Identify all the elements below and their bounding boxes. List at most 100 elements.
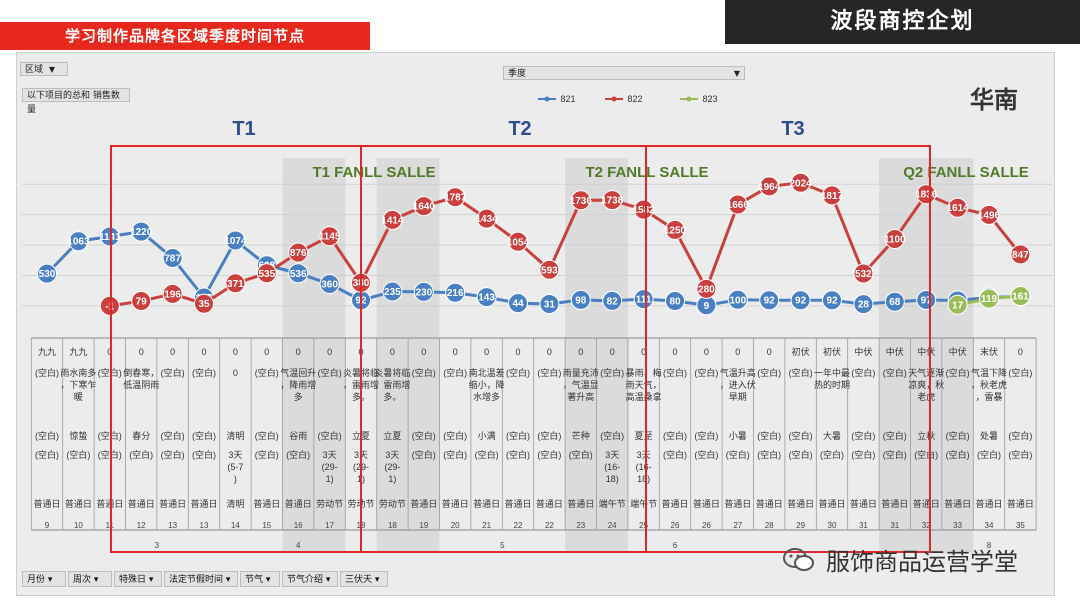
data-label: 1666 (727, 200, 750, 211)
cell-holiday-days: (空白) (946, 449, 970, 460)
data-label: 1836 (915, 190, 938, 201)
cell-holiday-days: 3天 (605, 450, 619, 460)
region-title: 华南 (970, 86, 1018, 114)
cell-weather: (空白) (694, 367, 718, 378)
cell-solar-term: (空白) (255, 430, 279, 441)
data-label: 280 (698, 284, 715, 295)
sum-field-label: 以下项目的总和 销售数量 (27, 91, 120, 115)
data-point (633, 199, 654, 220)
cell-holiday-days: 18) (637, 474, 650, 484)
dropdown-arrow-icon: ▾ (372, 575, 380, 585)
cell-weather: (空白) (946, 367, 970, 378)
cell-solar-term: 惊蛰 (69, 430, 87, 441)
data-point (602, 190, 623, 211)
cell-week-tag: 0 (201, 347, 206, 357)
data-label: 28 (858, 300, 870, 311)
data-label: 17 (952, 300, 964, 311)
brand-banner: 波段商控企划 (725, 0, 1080, 44)
field-button-label: 月份 (27, 575, 46, 585)
cell-week-tag: 0 (547, 347, 552, 357)
season-filter-label: 季度 (508, 69, 527, 79)
field-button-label: 节气 (245, 575, 264, 585)
phase-label: T1 (232, 118, 255, 140)
cell-week-tag: 0 (296, 347, 301, 357)
cell-day-type: 普通日 (190, 498, 217, 509)
cell-weather: (空白) (318, 367, 342, 378)
cell-weather: (空白) (851, 367, 875, 378)
cell-week-tag: 0 (1018, 347, 1023, 357)
cell-week-tag: 0 (484, 347, 489, 357)
field-button[interactable]: 法定节假时间 ▾ (164, 571, 238, 587)
cell-holiday-days: 1) (388, 474, 396, 484)
x-tick-label: 13 (200, 521, 209, 530)
cell-holiday-days: (空白) (98, 449, 122, 460)
cell-weather: 一年中最 (814, 367, 850, 378)
cell-week-tag: 0 (107, 347, 112, 357)
cell-solar-term: (空白) (537, 430, 561, 441)
data-point (790, 172, 811, 193)
x-tick-label: 29 (796, 521, 805, 530)
data-label: 68 (889, 297, 901, 308)
cell-weather: 热的时期 (814, 379, 850, 390)
cell-day-type: 普通日 (1007, 498, 1034, 509)
field-button[interactable]: 节气介绍 ▾ (282, 571, 338, 587)
cell-day-type: 端午节 (599, 498, 626, 509)
x-tick-label: 17 (325, 521, 334, 530)
cell-day-type: 普通日 (253, 498, 280, 509)
cell-week-tag: 0 (610, 347, 615, 357)
cell-week-tag: 0 (139, 347, 144, 357)
field-button[interactable]: 节气 ▾ (240, 571, 280, 587)
field-button[interactable]: 特殊日 ▾ (114, 571, 162, 587)
data-point (979, 204, 999, 225)
cell-holiday-days: (空白) (1008, 449, 1032, 460)
cell-weather: (空白) (883, 367, 907, 378)
data-label: 1434 (475, 214, 498, 225)
cell-day-type: 普通日 (504, 498, 531, 509)
cell-day-type: 普通日 (975, 498, 1002, 509)
filter-icon: ▼ (733, 69, 740, 78)
cell-week-tag: 中伏 (949, 346, 967, 357)
x-tick-label: 21 (482, 521, 491, 530)
field-button[interactable]: 周次 ▾ (68, 571, 112, 587)
cell-solar-term: (空白) (161, 430, 185, 441)
cell-solar-term: 谷雨 (289, 431, 307, 441)
x-tick-label: 14 (231, 521, 240, 530)
x-tick-label: 33 (953, 521, 962, 530)
cell-holiday-days: (空白) (757, 449, 781, 460)
cell-holiday-days: (空白) (35, 449, 59, 460)
x-tick-label: 22 (545, 521, 554, 530)
cell-week-tag: 0 (421, 347, 426, 357)
data-point (131, 291, 152, 312)
legend-marker (611, 96, 617, 102)
band-label: Q2 FANLL SALLE (903, 164, 1029, 181)
cell-solar-term: 处暑 (980, 430, 998, 441)
data-label: 235 (384, 287, 401, 298)
data-point (413, 281, 434, 302)
x-tick-label: 24 (608, 521, 617, 530)
data-point (727, 289, 748, 310)
footer-brand: 服饰商品运营学堂 (826, 548, 1018, 576)
data-point (162, 283, 183, 304)
dropdown-arrow-icon: ▾ (323, 575, 331, 585)
sum-field-button[interactable]: 以下项目的总和 销售数量 (22, 88, 130, 115)
field-button[interactable]: 月份 ▾ (22, 571, 66, 587)
data-label: 82 (607, 296, 619, 307)
field-button[interactable]: 三伏天 ▾ (340, 571, 388, 587)
data-label: 98 (575, 295, 587, 306)
cell-day-type: 普通日 (285, 498, 312, 509)
cell-weather: 雨量充沛 (563, 367, 599, 378)
data-point (947, 197, 968, 218)
cell-weather: 暴雨、梅 (626, 367, 662, 378)
data-point (665, 219, 685, 240)
data-label: 9 (704, 301, 710, 312)
region-filter[interactable]: 区域 ▼ (20, 62, 68, 76)
cell-weather: (空白) (255, 367, 279, 378)
season-filter[interactable]: 季度 ▼ (503, 66, 745, 80)
cell-weather: 缩小，降 (469, 379, 505, 390)
cell-weather: (空白) (161, 367, 185, 378)
cell-weather: 多 (294, 391, 303, 402)
cell-day-type: 普通日 (442, 498, 469, 509)
cell-solar-term: (空白) (694, 430, 718, 441)
cell-day-type: 普通日 (944, 498, 971, 509)
